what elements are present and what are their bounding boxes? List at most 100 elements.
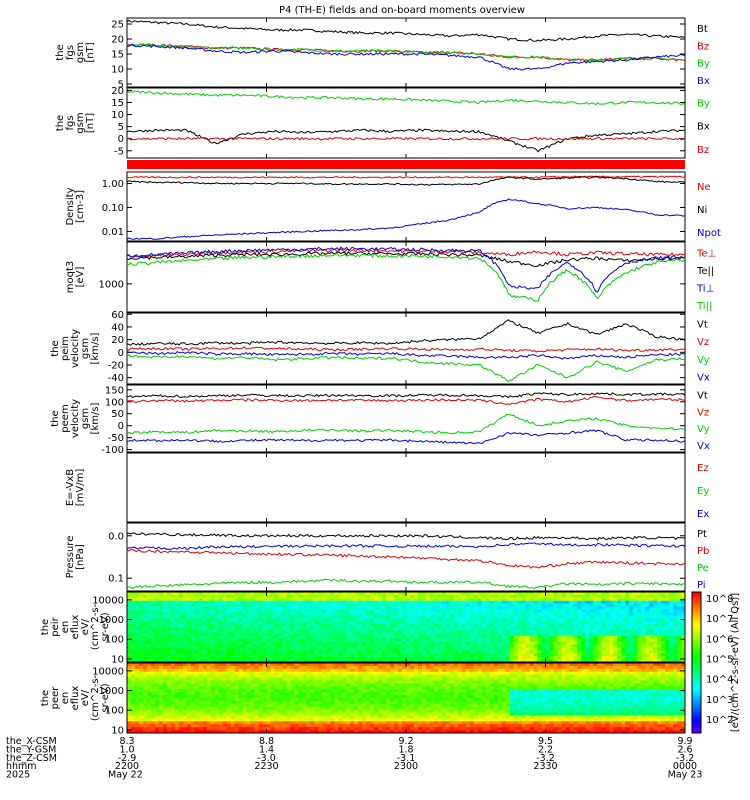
heatmap-cell	[553, 683, 558, 687]
heatmap-cell	[134, 692, 140, 696]
heatmap-cell	[661, 650, 666, 654]
heatmap-cell	[270, 594, 275, 599]
heatmap-cell	[589, 680, 594, 684]
heatmap-cell	[146, 677, 152, 681]
heatmap-cell	[617, 665, 622, 670]
heatmap-cell	[130, 650, 136, 654]
heatmap-cell	[625, 668, 630, 673]
heatmap-cell	[222, 597, 227, 602]
heatmap-cell	[206, 668, 211, 673]
y-tick-label: 0.01	[102, 227, 124, 238]
heatmap-cell	[549, 606, 554, 610]
heatmap-cell	[250, 665, 255, 670]
heatmap-cell	[545, 597, 550, 602]
heatmap-cell	[154, 624, 160, 628]
heatmap-cell	[645, 603, 650, 607]
heatmap-cell	[653, 665, 658, 670]
heatmap-cell	[202, 641, 208, 645]
heatmap-cell	[613, 650, 618, 654]
heatmap-cell	[645, 686, 650, 690]
heatmap-cell	[429, 674, 435, 678]
heatmap-cell	[589, 597, 594, 602]
heatmap-cell	[394, 597, 399, 602]
heatmap-cell	[521, 668, 526, 673]
heatmap-cell	[238, 615, 243, 619]
heatmap-cell	[549, 600, 554, 604]
heatmap-cell	[382, 641, 387, 645]
y-axis-label-line: peim	[60, 336, 71, 361]
heatmap-cell	[138, 632, 144, 637]
heatmap-cell	[569, 671, 574, 675]
heatmap-cell	[605, 686, 610, 690]
heatmap-cell	[346, 615, 351, 619]
series-line-Te||	[126, 251, 686, 268]
heatmap-cell	[497, 656, 502, 660]
heatmap-cell	[609, 635, 614, 639]
heatmap-cell	[541, 618, 546, 622]
heatmap-cell	[290, 689, 295, 693]
heatmap-cell	[525, 627, 530, 631]
heatmap-cell	[182, 627, 188, 631]
heatmap-cell	[214, 665, 219, 670]
heatmap-cell	[545, 644, 550, 648]
heatmap-cell	[641, 615, 646, 619]
heatmap-cell	[437, 603, 443, 607]
heatmap-cell	[621, 683, 626, 687]
heatmap-cell	[661, 641, 666, 645]
heatmap-cell	[330, 686, 335, 690]
heatmap-cell	[314, 680, 319, 684]
heatmap-cell	[413, 668, 419, 673]
heatmap-cell	[270, 665, 275, 670]
heatmap-cell	[421, 621, 427, 625]
heatmap-cell	[178, 632, 184, 637]
heatmap-cell	[585, 674, 590, 678]
heatmap-cell	[477, 592, 483, 596]
heatmap-cell	[553, 609, 558, 613]
heatmap-cell	[589, 650, 594, 654]
heatmap-cell	[142, 592, 148, 596]
heatmap-cell	[661, 644, 666, 648]
heatmap-cell	[402, 606, 407, 610]
heatmap-cell	[314, 647, 319, 651]
heatmap-cell	[581, 644, 586, 648]
heatmap-cell	[302, 671, 307, 675]
heatmap-cell	[218, 674, 223, 678]
heatmap-cell	[294, 644, 299, 648]
heatmap-cell	[354, 677, 359, 681]
heatmap-cell	[617, 592, 622, 596]
heatmap-cell	[226, 653, 231, 657]
heatmap-cell	[354, 668, 359, 673]
heatmap-cell	[178, 663, 184, 667]
heatmap-cell	[346, 638, 351, 642]
heatmap-cell	[342, 638, 347, 642]
heatmap-cell	[521, 689, 526, 693]
heatmap-cell	[485, 627, 490, 631]
heatmap-cell	[206, 618, 211, 622]
heatmap-cell	[477, 629, 483, 634]
heatmap-cell	[421, 606, 427, 610]
heatmap-cell	[481, 592, 487, 596]
heatmap-cell	[210, 650, 215, 654]
heatmap-cell	[194, 659, 200, 663]
heatmap-cell	[533, 663, 538, 667]
heatmap-cell	[529, 686, 534, 690]
heatmap-cell	[681, 641, 686, 645]
heatmap-cell	[501, 644, 506, 648]
heatmap-cell	[294, 663, 299, 667]
heatmap-cell	[138, 650, 144, 654]
heatmap-cell	[477, 612, 483, 616]
heatmap-cell	[298, 680, 303, 684]
heatmap-cell	[621, 629, 626, 634]
heatmap-cell	[493, 629, 498, 634]
heatmap-cell	[501, 627, 506, 631]
heatmap-cell	[617, 653, 622, 657]
heatmap-cell	[525, 624, 530, 628]
heatmap-cell	[641, 627, 646, 631]
heatmap-cell	[398, 609, 403, 613]
heatmap-cell	[370, 632, 375, 637]
heatmap-cell	[409, 600, 415, 604]
heatmap-cell	[417, 606, 423, 610]
heatmap-cell	[354, 627, 359, 631]
y-axis-label: Pressure [nPa]	[65, 536, 86, 579]
heatmap-cell	[481, 632, 487, 637]
